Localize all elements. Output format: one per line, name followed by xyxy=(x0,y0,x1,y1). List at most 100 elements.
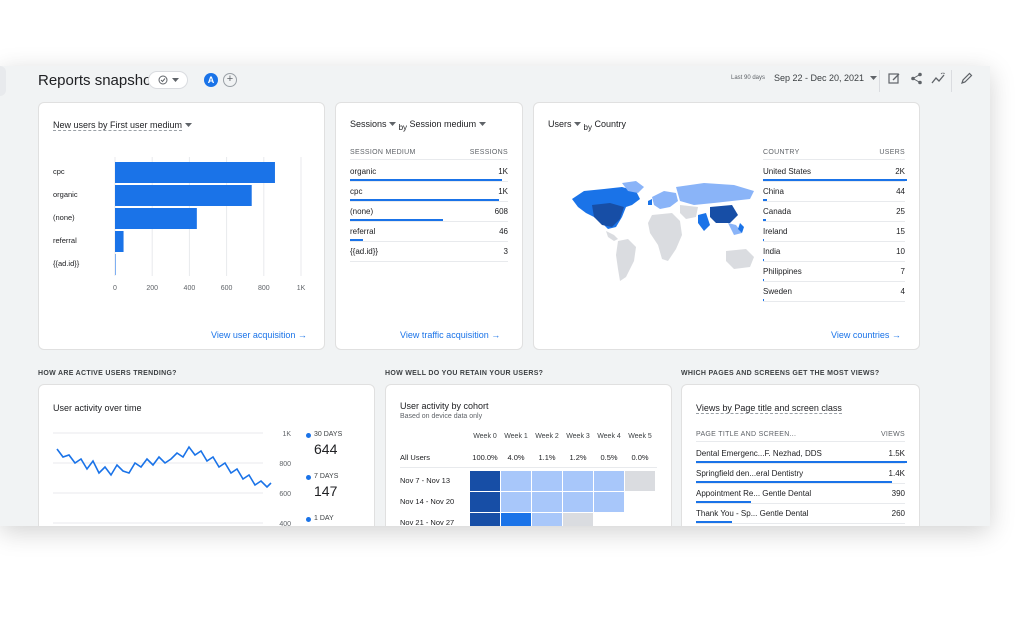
legend-dot-icon xyxy=(306,475,311,480)
bar[interactable] xyxy=(115,208,197,229)
table-row-label[interactable]: Appointment Re... Gentle Dental xyxy=(696,489,812,498)
column-header[interactable]: COUNTRY xyxy=(763,149,800,156)
row-bar xyxy=(350,199,499,201)
cohort-cell[interactable] xyxy=(563,492,593,512)
chevron-down-icon xyxy=(184,123,192,127)
table-row-label[interactable]: Ireland xyxy=(763,227,788,236)
card-title[interactable]: Users by Country xyxy=(548,119,626,132)
bar[interactable] xyxy=(115,185,252,206)
view-countries-link[interactable]: View countries → xyxy=(831,330,901,340)
cohort-total: 0.5% xyxy=(600,453,618,462)
table-row-label[interactable]: China xyxy=(763,187,784,196)
y-tick-label: 1K xyxy=(282,431,291,438)
divider xyxy=(951,70,952,92)
table-row-label[interactable]: referral xyxy=(350,227,376,236)
cohort-cell[interactable] xyxy=(532,492,562,512)
table-row-label[interactable]: Springfield den...eral Dentistry xyxy=(696,469,804,478)
insights-icon[interactable] xyxy=(930,70,946,86)
page-title: Reports snapshot xyxy=(38,72,156,89)
dimension-selector: Session medium xyxy=(409,119,477,129)
edit-icon[interactable] xyxy=(886,70,902,86)
date-range-label: Last 90 days xyxy=(731,75,766,81)
date-range-value: Sep 22 - Dec 20, 2021 xyxy=(774,73,865,83)
cohort-cell[interactable] xyxy=(470,471,500,491)
cohort-row-label: Nov 21 - Nov 27 xyxy=(400,518,455,526)
cohort-cell[interactable] xyxy=(532,471,562,491)
y-tick-label: 800 xyxy=(279,461,291,468)
arrow-right-icon: → xyxy=(491,330,501,340)
x-tick-label: 200 xyxy=(146,285,158,292)
column-header[interactable]: SESSION MEDIUM xyxy=(350,149,416,156)
cohort-cell[interactable] xyxy=(501,513,531,526)
bar[interactable] xyxy=(115,254,116,275)
card-title-text: Views by Page title and screen class xyxy=(696,403,842,414)
table-row-value: 10 xyxy=(896,247,905,256)
column-header[interactable]: VIEWS xyxy=(880,431,905,438)
page-views-card: Views by Page title and screen class PAG… xyxy=(681,384,920,526)
divider xyxy=(696,463,905,464)
table-row-label[interactable]: India xyxy=(763,247,781,256)
cohort-cell[interactable] xyxy=(501,471,531,491)
table-row-label[interactable]: United States xyxy=(763,167,812,176)
column-header[interactable]: USERS xyxy=(879,149,905,156)
cohort-cell[interactable] xyxy=(563,513,593,526)
divider xyxy=(696,441,905,442)
pencil-icon[interactable] xyxy=(958,70,974,86)
card-title[interactable]: New users by First user medium xyxy=(53,120,192,131)
divider xyxy=(350,221,508,222)
cohort-cell[interactable] xyxy=(532,513,562,526)
share-icon[interactable] xyxy=(908,70,924,86)
column-header[interactable]: SESSIONS xyxy=(469,149,508,156)
cohort-row-label: All Users xyxy=(400,453,431,462)
cohort-cell[interactable] xyxy=(594,471,624,491)
table-row-label[interactable]: Philippines xyxy=(763,267,802,276)
medium-bar-chart: 0 200 400 600 800 1K cpc organic (none) referral {… xyxy=(53,157,306,292)
world-map xyxy=(572,181,754,281)
header: Reports snapshot A + Last 90 days Sep 22… xyxy=(0,66,990,96)
status-chip[interactable] xyxy=(148,71,188,89)
cohort-cell[interactable] xyxy=(470,513,500,526)
table-row-label[interactable]: Thank You - Sp... Gentle Dental xyxy=(696,509,809,518)
category-label: {{ad.id}} xyxy=(53,259,80,268)
category-label: cpc xyxy=(53,167,65,176)
cohort-cell[interactable] xyxy=(501,492,531,512)
table-row-label[interactable]: Dental Emergenc...F. Nezhad, DDS xyxy=(696,449,822,458)
activity-line-chart: 1K 800 600 400 xyxy=(53,431,291,526)
view-traffic-acquisition-link[interactable]: View traffic acquisition → xyxy=(400,330,500,340)
row-bar xyxy=(696,481,893,483)
cohort-cell[interactable] xyxy=(594,492,624,512)
line-30-days[interactable] xyxy=(56,445,272,489)
table-row-value: 25 xyxy=(896,207,905,216)
x-tick-label: 1K xyxy=(297,285,306,292)
cohort-cell[interactable] xyxy=(470,492,500,512)
chevron-down-icon xyxy=(171,77,179,82)
cohort-cell[interactable] xyxy=(625,471,655,491)
table-row-value: 1K xyxy=(498,167,508,176)
arrow-right-icon: → xyxy=(297,330,307,340)
table-row-value: 1.5K xyxy=(888,449,905,458)
card-title: Views by Page title and screen class xyxy=(696,403,842,414)
add-comparison-button[interactable]: + xyxy=(223,73,237,87)
column-header[interactable]: PAGE TITLE AND SCREEN... xyxy=(696,431,797,438)
view-user-acquisition-link[interactable]: View user acquisition → xyxy=(211,330,307,340)
card-title[interactable]: Sessions by Session medium xyxy=(350,119,486,132)
table-row-label[interactable]: Sweden xyxy=(763,287,792,296)
table-row-label[interactable]: (none) xyxy=(350,207,374,216)
bar[interactable] xyxy=(115,231,124,252)
sessions-by-medium-card: Sessions by Session medium SESSION MEDIU… xyxy=(335,102,523,350)
row-bar xyxy=(696,461,907,463)
table-row-label[interactable]: organic xyxy=(350,167,377,176)
table-row-label[interactable]: {{ad.id}} xyxy=(350,247,379,256)
row-bar xyxy=(763,199,768,201)
cohort-cell[interactable] xyxy=(563,471,593,491)
x-tick-label: 800 xyxy=(258,285,270,292)
row-bar xyxy=(763,219,766,221)
cohort-card: User activity by cohort Based on device … xyxy=(385,384,672,526)
table-row-label[interactable]: cpc xyxy=(350,187,363,196)
date-range-picker[interactable]: Sep 22 - Dec 20, 2021 xyxy=(774,73,877,83)
table-row-label[interactable]: Canada xyxy=(763,207,792,216)
bar[interactable] xyxy=(115,162,275,183)
avatar[interactable]: A xyxy=(204,73,218,87)
category-label: organic xyxy=(53,190,78,199)
by-label: by xyxy=(583,123,592,132)
